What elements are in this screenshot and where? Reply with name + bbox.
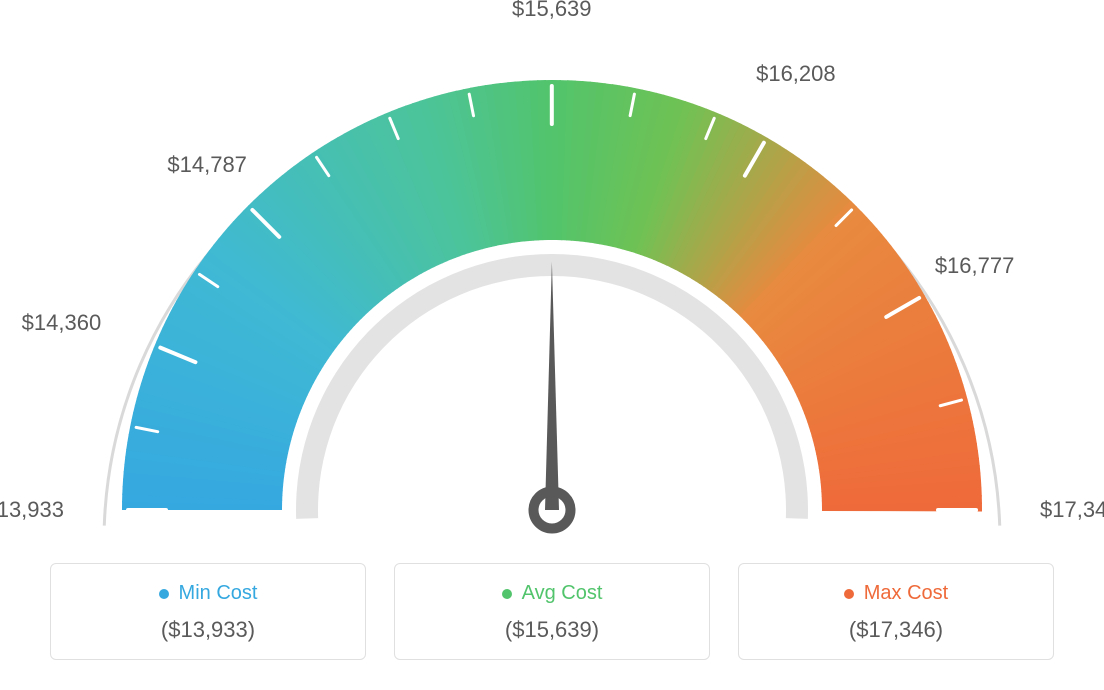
gauge-tick-label: $16,208 — [756, 61, 836, 87]
gauge-tick-label: $14,787 — [167, 152, 247, 178]
gauge-needle — [545, 262, 559, 510]
gauge-tick-label: $13,933 — [0, 497, 64, 523]
legend-dot-icon — [502, 589, 512, 599]
summary-card-title-text: Min Cost — [179, 582, 258, 605]
summary-card-title: Min Cost — [61, 582, 355, 605]
summary-card-value: ($15,639) — [405, 617, 699, 643]
gauge-tick-label: $14,360 — [22, 310, 102, 336]
legend-dot-icon — [159, 589, 169, 599]
summary-card-value: ($17,346) — [749, 617, 1043, 643]
summary-card-title: Avg Cost — [405, 582, 699, 605]
summary-card-title-text: Avg Cost — [522, 582, 603, 605]
gauge-tick-label: $16,777 — [935, 253, 1015, 279]
chart-container: $13,933 $14,360 $14,787 $15,639 $16,208 $16,7… — [0, 0, 1104, 690]
summary-card-title: Max Cost — [749, 582, 1043, 605]
summary-card: Avg Cost ($15,639) — [394, 563, 710, 660]
gauge-svg — [0, 0, 1104, 560]
summary-card-title-text: Max Cost — [864, 582, 948, 605]
summary-card-value: ($13,933) — [61, 617, 355, 643]
gauge-tick-label: $17,346 — [1040, 497, 1104, 523]
legend-dot-icon — [844, 589, 854, 599]
summary-cards: Min Cost ($13,933) Avg Cost ($15,639) Max Co… — [50, 563, 1054, 660]
gauge-tick-label: $15,639 — [512, 0, 592, 22]
summary-card: Min Cost ($13,933) — [50, 563, 366, 660]
gauge-area: $13,933 $14,360 $14,787 $15,639 $16,208 $16,7… — [0, 0, 1104, 550]
summary-card: Max Cost ($17,346) — [738, 563, 1054, 660]
